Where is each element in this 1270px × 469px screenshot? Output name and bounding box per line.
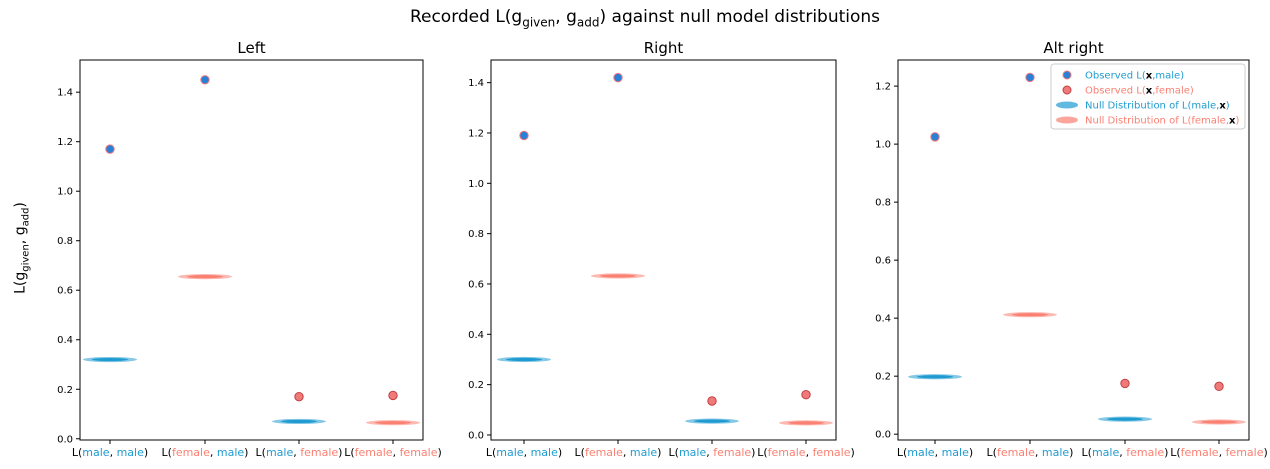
y-tick-label: 0.4 bbox=[875, 314, 891, 325]
y-tick-label: 0.6 bbox=[57, 286, 73, 297]
y-tick-label: 0.0 bbox=[875, 430, 891, 441]
observed-point-3 bbox=[1214, 381, 1224, 392]
panel-title: Right bbox=[644, 39, 684, 57]
null-distribution-core-1 bbox=[1012, 313, 1048, 317]
x-tick-label: L(male, male) bbox=[486, 446, 562, 459]
y-tick-label: 1.0 bbox=[57, 187, 73, 198]
y-tick-label: 0.6 bbox=[875, 256, 891, 267]
null-distribution-core-3 bbox=[375, 421, 411, 425]
y-tick-label: 1.0 bbox=[468, 179, 484, 190]
legend-label-3: Null Distribution of L(female,x) bbox=[1085, 116, 1239, 127]
observed-point-3 bbox=[801, 390, 811, 400]
legend-box bbox=[1050, 63, 1246, 130]
axes-frame bbox=[897, 59, 1250, 441]
x-tick-label: L(female, male) bbox=[575, 446, 662, 459]
null-distribution-core-0 bbox=[917, 375, 953, 379]
null-distribution-core-3 bbox=[788, 421, 824, 425]
null-distribution-core-2 bbox=[281, 419, 317, 424]
legend-label-1: Observed L(x,female) bbox=[1085, 86, 1194, 97]
observed-point-0 bbox=[930, 132, 940, 142]
x-tick-label: L(female, female) bbox=[757, 446, 855, 459]
panel-title: Left bbox=[237, 39, 265, 57]
legend-marker-observed-female bbox=[1062, 85, 1072, 95]
y-tick-label: 1.2 bbox=[468, 128, 484, 139]
legend-marker-observed-male bbox=[1062, 70, 1072, 80]
y-tick-label: 0.8 bbox=[57, 236, 73, 247]
y-tick-label: 0.2 bbox=[57, 385, 73, 396]
null-distribution-core-2 bbox=[694, 419, 730, 423]
legend-label-0: Observed L(x,male) bbox=[1085, 71, 1184, 82]
observed-point-2 bbox=[1120, 378, 1130, 389]
y-tick-label: 1.4 bbox=[57, 88, 73, 99]
y-tick-label: 1.2 bbox=[57, 137, 73, 148]
x-tick-label: L(male, male) bbox=[72, 446, 148, 459]
null-distribution-core-0 bbox=[92, 357, 128, 362]
observed-point-0 bbox=[105, 144, 115, 154]
null-distribution-core-3 bbox=[1201, 420, 1237, 424]
axes-frame bbox=[490, 59, 837, 441]
figure-title: Recorded L(ggiven, gadd) against null mo… bbox=[409, 7, 881, 30]
legend-marker-ellipse-male bbox=[1056, 101, 1078, 109]
null-distribution-core-1 bbox=[187, 275, 223, 279]
y-tick-label: 0.2 bbox=[875, 372, 891, 383]
observed-point-2 bbox=[707, 396, 717, 406]
x-tick-label: L(female, female) bbox=[1170, 446, 1268, 459]
x-tick-label: L(male, female) bbox=[256, 446, 343, 459]
observed-point-0 bbox=[519, 130, 529, 141]
y-tick-label: 0.0 bbox=[468, 430, 484, 441]
x-tick-label: L(male, female) bbox=[1082, 446, 1169, 459]
observed-point-1 bbox=[200, 75, 210, 85]
x-tick-label: L(male, male) bbox=[897, 446, 973, 459]
legend-label-2: Null Distribution of L(male,x) bbox=[1085, 101, 1230, 112]
y-tick-label: 0.0 bbox=[57, 434, 73, 445]
y-tick-label: 0.8 bbox=[875, 198, 891, 209]
observed-point-1 bbox=[1025, 72, 1035, 83]
x-tick-label: L(female, female) bbox=[344, 446, 442, 459]
panel-2: Right 0.0 0.2 0.4 0.6 0.8 1.0 1.2 1.4 L(male, mal… bbox=[468, 39, 855, 459]
panel-3: Alt right 0.0 0.2 0.4 0.6 0.8 1.0 1.2 L(male, ma… bbox=[875, 39, 1268, 459]
y-tick-label: 1.0 bbox=[875, 140, 891, 151]
null-distribution-core-2 bbox=[1107, 417, 1143, 421]
axes-frame bbox=[79, 59, 424, 441]
y-tick-label: 0.6 bbox=[468, 279, 484, 290]
observed-point-2 bbox=[294, 391, 304, 402]
x-tick-label: L(female, male) bbox=[987, 446, 1074, 459]
y-tick-label: 0.8 bbox=[468, 229, 484, 240]
y-tick-label: 0.4 bbox=[468, 330, 484, 341]
y-tick-label: 1.2 bbox=[875, 82, 891, 93]
legend-marker-ellipse-female bbox=[1056, 116, 1078, 124]
panel-1: Left 0.0 0.2 0.4 0.6 0.8 1.0 1.2 1.4 L(male, male… bbox=[57, 39, 442, 459]
observed-point-3 bbox=[388, 390, 398, 401]
y-tick-label: 0.4 bbox=[57, 335, 73, 346]
observed-point-1 bbox=[613, 72, 623, 83]
x-tick-label: L(male, female) bbox=[669, 446, 756, 459]
legend: Observed L(x,male) Observed L(x,female) Nu… bbox=[1050, 63, 1246, 130]
null-distribution-core-1 bbox=[600, 274, 636, 278]
y-tick-label: 0.2 bbox=[468, 380, 484, 391]
x-tick-label: L(female, male) bbox=[162, 446, 249, 459]
null-distribution-core-0 bbox=[506, 357, 542, 362]
panel-title: Alt right bbox=[1043, 39, 1103, 57]
y-tick-label: 1.4 bbox=[468, 78, 484, 89]
